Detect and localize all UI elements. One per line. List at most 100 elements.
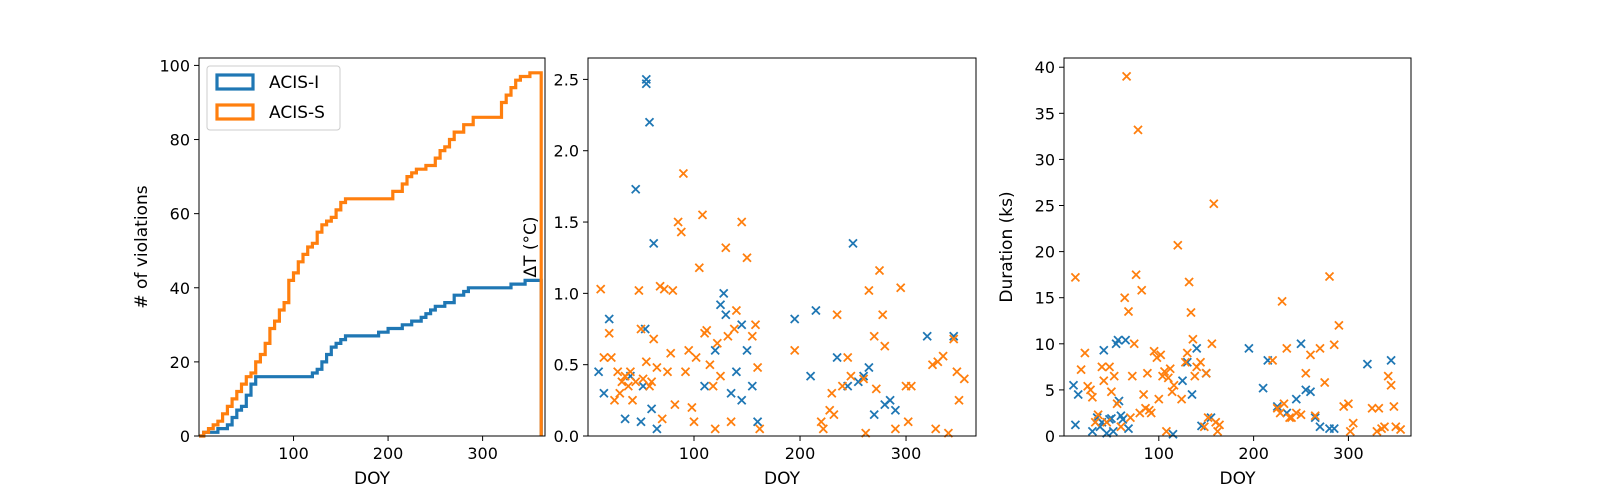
data-point-acis-s [1284,412,1295,423]
data-point-acis-s [636,324,646,334]
data-point-acis-i [641,74,651,85]
data-point-acis-s [927,360,938,370]
data-point-acis-s [599,352,609,363]
data-point-acis-s [938,351,948,361]
data-point-acis-s [715,371,726,381]
data-point-acis-i [1386,355,1396,366]
data-point-acis-s [1131,270,1141,280]
data-point-acis-s [1195,357,1206,367]
data-point-acis-i [811,305,821,316]
data-point-acis-s [1165,364,1175,374]
data-point-acis-s [1159,366,1170,377]
data-point-acis-s [606,352,616,363]
data-point-acis-s [1267,355,1278,366]
data-point-acis-s [723,331,733,341]
data-point-acis-s [1275,408,1285,418]
data-point-acis-i [1192,343,1202,354]
data-point-acis-s [1199,422,1209,432]
data-point-acis-s [1106,387,1117,397]
data-point-acis-s [1070,272,1081,283]
x-tick-label: 100 [1144,444,1175,463]
data-point-acis-s [684,345,694,356]
data-point-acis-s [1391,422,1401,432]
data-point-acis-s [1169,380,1179,390]
data-point-acis-s [755,424,765,434]
data-point-acis-s [747,331,757,341]
data-point-acis-s [790,345,800,356]
data-point-acis-i [699,381,710,391]
data-point-acis-s [1099,376,1109,386]
duration-scatter-panel: 100 200 300 0 5 10 15 20 25 30 35 40 DOY Duration (ks… [997,57,1412,489]
data-point-acis-s [869,331,879,341]
data-point-acis-s [689,417,699,427]
data-point-acis-s [1133,125,1143,135]
data-point-acis-s [837,381,848,391]
data-point-acis-s [668,285,678,296]
data-point-acis-s [1282,343,1292,354]
data-point-acis-i [885,395,895,405]
data-point-acis-i [1244,343,1254,354]
data-point-acis-i [649,238,659,249]
data-point-acis-s [659,284,669,294]
axes-frame [587,57,977,437]
data-point-acis-s [931,424,941,434]
data-point-acis-s [1163,373,1173,383]
data-point-acis-s [1076,364,1086,375]
data-point-acis-s [871,384,881,394]
data-point-acis-i [1177,376,1188,386]
data-point-acis-i [1187,389,1197,400]
data-point-acis-s [1301,368,1311,378]
data-point-acis-s [890,424,901,434]
data-point-acis-s [1112,399,1122,409]
data-point-acis-s [1137,285,1147,295]
data-point-acis-s [708,381,718,391]
data-point-acis-s [1279,399,1289,409]
data-point-acis-s [1184,277,1194,287]
data-point-acis-i [1310,412,1320,423]
data-point-acis-i [790,314,800,324]
data-point-acis-i [1118,414,1128,425]
data-point-acis-i [949,331,959,341]
data-point-acis-s [949,334,959,344]
legend-label: ACIS-I [269,73,319,93]
x-tick-label: 200 [1238,444,1269,463]
data-point-acis-s [638,374,648,384]
data-point-acis-s [1080,348,1090,358]
data-point-acis-i [715,300,726,310]
data-point-acis-s [1324,271,1335,282]
axes-frame [198,57,546,437]
data-point-acis-s [1343,399,1354,409]
data-point-acis-s [1310,411,1320,421]
data-point-acis-s [1201,368,1211,378]
data-point-acis-s [712,338,722,348]
data-point-acis-s [1339,401,1349,412]
data-point-acis-s [1182,348,1192,358]
data-point-acis-s [742,253,752,263]
data-point-acis-s [634,285,644,296]
data-point-acis-s [1305,350,1316,360]
data-point-acis-s [609,395,620,405]
data-point-acis-s [1129,339,1139,349]
y-tick-label: 0.5 [554,356,579,375]
x-axis-label: DOY [764,469,801,489]
x-tick-label: 300 [891,444,922,463]
y-tick-label: 0 [1045,427,1055,446]
data-point-acis-i [652,424,662,434]
legend-swatch-acis-i [215,73,255,91]
y-tick-label: 20 [170,353,190,372]
data-point-acis-i [644,117,655,127]
y-tick-label: 0.0 [554,427,579,446]
data-point-acis-i [721,310,731,320]
data-point-acis-s [1087,392,1098,402]
series-line-acis-s [199,71,543,438]
data-point-acis-i [719,288,729,299]
data-point-acis-i [599,388,609,398]
series-line-acis-i [199,278,543,438]
data-point-acis-s [818,424,828,434]
data-point-acis-s [655,281,665,291]
data-point-acis-i [1073,389,1083,400]
data-point-acis-s [705,360,715,370]
data-point-acis-i [737,320,747,330]
data-point-acis-s [1142,368,1153,378]
data-point-acis-s [1207,339,1217,349]
